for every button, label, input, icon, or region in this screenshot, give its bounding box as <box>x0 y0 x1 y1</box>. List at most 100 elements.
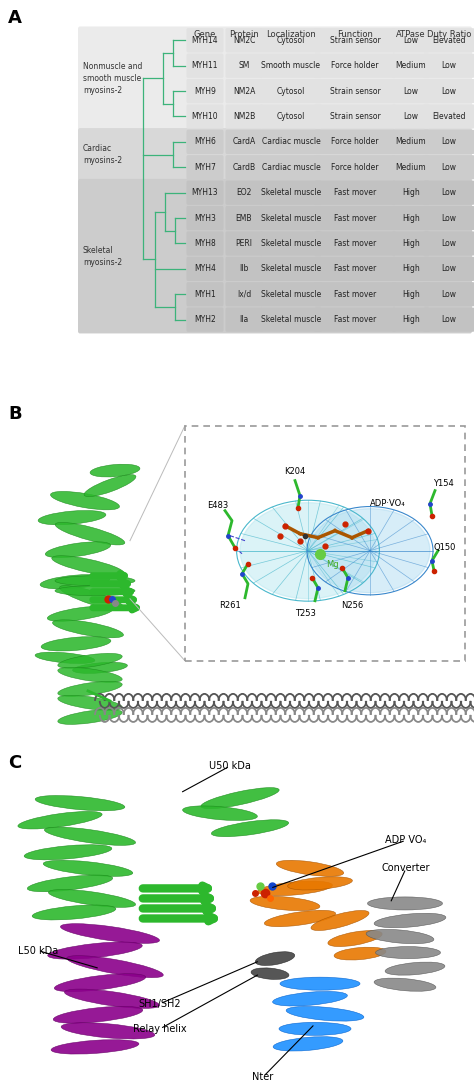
FancyBboxPatch shape <box>261 206 321 230</box>
FancyBboxPatch shape <box>261 105 321 129</box>
FancyBboxPatch shape <box>261 53 321 77</box>
Text: Skeletal muscle: Skeletal muscle <box>261 213 321 222</box>
Ellipse shape <box>84 475 136 497</box>
FancyBboxPatch shape <box>226 28 263 52</box>
Text: Low: Low <box>441 162 456 172</box>
Ellipse shape <box>279 1023 351 1036</box>
Text: Fast mover: Fast mover <box>334 265 376 273</box>
Text: Cytosol: Cytosol <box>277 36 305 45</box>
Text: Gene: Gene <box>194 29 216 39</box>
FancyBboxPatch shape <box>261 282 321 306</box>
Text: High: High <box>402 213 420 222</box>
FancyBboxPatch shape <box>261 307 321 332</box>
Text: Fast mover: Fast mover <box>334 238 376 248</box>
Ellipse shape <box>64 989 160 1008</box>
Ellipse shape <box>43 860 133 877</box>
FancyBboxPatch shape <box>315 105 395 129</box>
Ellipse shape <box>58 709 122 724</box>
Text: Low: Low <box>403 87 419 96</box>
Ellipse shape <box>280 977 360 990</box>
Text: MYH8: MYH8 <box>194 238 216 248</box>
FancyBboxPatch shape <box>315 155 395 180</box>
FancyBboxPatch shape <box>78 129 472 181</box>
FancyBboxPatch shape <box>186 181 224 205</box>
Text: Skeletal muscle: Skeletal muscle <box>261 265 321 273</box>
Text: Low: Low <box>441 238 456 248</box>
Ellipse shape <box>46 541 111 558</box>
Text: MYH3: MYH3 <box>194 213 216 222</box>
FancyBboxPatch shape <box>423 231 474 256</box>
Ellipse shape <box>35 796 125 810</box>
FancyBboxPatch shape <box>186 282 224 306</box>
Text: Cardiac muscle: Cardiac muscle <box>262 137 320 146</box>
FancyBboxPatch shape <box>186 78 224 103</box>
FancyBboxPatch shape <box>186 231 224 256</box>
Ellipse shape <box>32 905 116 920</box>
FancyBboxPatch shape <box>423 155 474 180</box>
Ellipse shape <box>38 511 106 525</box>
Ellipse shape <box>48 890 136 907</box>
Ellipse shape <box>67 956 163 978</box>
Text: Nter: Nter <box>252 1072 273 1082</box>
FancyBboxPatch shape <box>261 130 321 154</box>
Text: Skeletal muscle: Skeletal muscle <box>261 290 321 298</box>
Ellipse shape <box>61 1023 155 1039</box>
Text: ADP·VO₄: ADP·VO₄ <box>370 499 406 509</box>
Text: ATPase: ATPase <box>396 29 426 39</box>
Text: Low: Low <box>441 188 456 197</box>
FancyBboxPatch shape <box>423 282 474 306</box>
Text: High: High <box>402 315 420 325</box>
Text: Elevated: Elevated <box>432 112 466 121</box>
FancyBboxPatch shape <box>261 155 321 180</box>
FancyBboxPatch shape <box>315 206 395 230</box>
Text: L50 kDa: L50 kDa <box>18 945 58 955</box>
Ellipse shape <box>55 974 146 992</box>
Ellipse shape <box>55 523 125 544</box>
FancyBboxPatch shape <box>261 257 321 281</box>
FancyBboxPatch shape <box>392 155 429 180</box>
Text: MYH10: MYH10 <box>191 112 219 121</box>
FancyBboxPatch shape <box>226 53 263 77</box>
FancyBboxPatch shape <box>423 105 474 129</box>
FancyBboxPatch shape <box>226 155 263 180</box>
FancyBboxPatch shape <box>226 231 263 256</box>
Text: Cytosol: Cytosol <box>277 112 305 121</box>
Ellipse shape <box>58 653 122 669</box>
FancyBboxPatch shape <box>78 179 472 333</box>
Text: R261: R261 <box>219 601 241 610</box>
FancyBboxPatch shape <box>392 78 429 103</box>
Ellipse shape <box>258 881 332 895</box>
Ellipse shape <box>55 586 135 596</box>
FancyBboxPatch shape <box>392 282 429 306</box>
Text: Low: Low <box>441 87 456 96</box>
Text: NM2C: NM2C <box>233 36 255 45</box>
Text: E483: E483 <box>207 501 228 510</box>
Text: Mg: Mg <box>326 560 338 568</box>
Text: Elevated: Elevated <box>432 36 466 45</box>
Ellipse shape <box>60 586 124 610</box>
Ellipse shape <box>51 1040 139 1054</box>
FancyBboxPatch shape <box>315 53 395 77</box>
Ellipse shape <box>273 1037 343 1051</box>
Text: Duty Ratio: Duty Ratio <box>427 29 471 39</box>
Ellipse shape <box>52 555 124 576</box>
Text: High: High <box>402 188 420 197</box>
FancyBboxPatch shape <box>315 307 395 332</box>
Ellipse shape <box>276 860 344 877</box>
FancyBboxPatch shape <box>392 181 429 205</box>
Text: T253: T253 <box>294 609 315 619</box>
FancyBboxPatch shape <box>226 257 263 281</box>
FancyBboxPatch shape <box>315 181 395 205</box>
Text: Medium: Medium <box>396 137 426 146</box>
FancyBboxPatch shape <box>423 28 474 52</box>
Text: Fast mover: Fast mover <box>334 213 376 222</box>
FancyBboxPatch shape <box>315 282 395 306</box>
Text: Cardiac muscle: Cardiac muscle <box>262 162 320 172</box>
FancyBboxPatch shape <box>226 307 263 332</box>
FancyBboxPatch shape <box>226 105 263 129</box>
Text: Force holder: Force holder <box>331 61 379 70</box>
Ellipse shape <box>264 910 336 927</box>
Text: Force holder: Force holder <box>331 137 379 146</box>
Text: Nonmuscle and
smooth muscle
myosins-2: Nonmuscle and smooth muscle myosins-2 <box>83 62 142 95</box>
Text: Low: Low <box>403 36 419 45</box>
